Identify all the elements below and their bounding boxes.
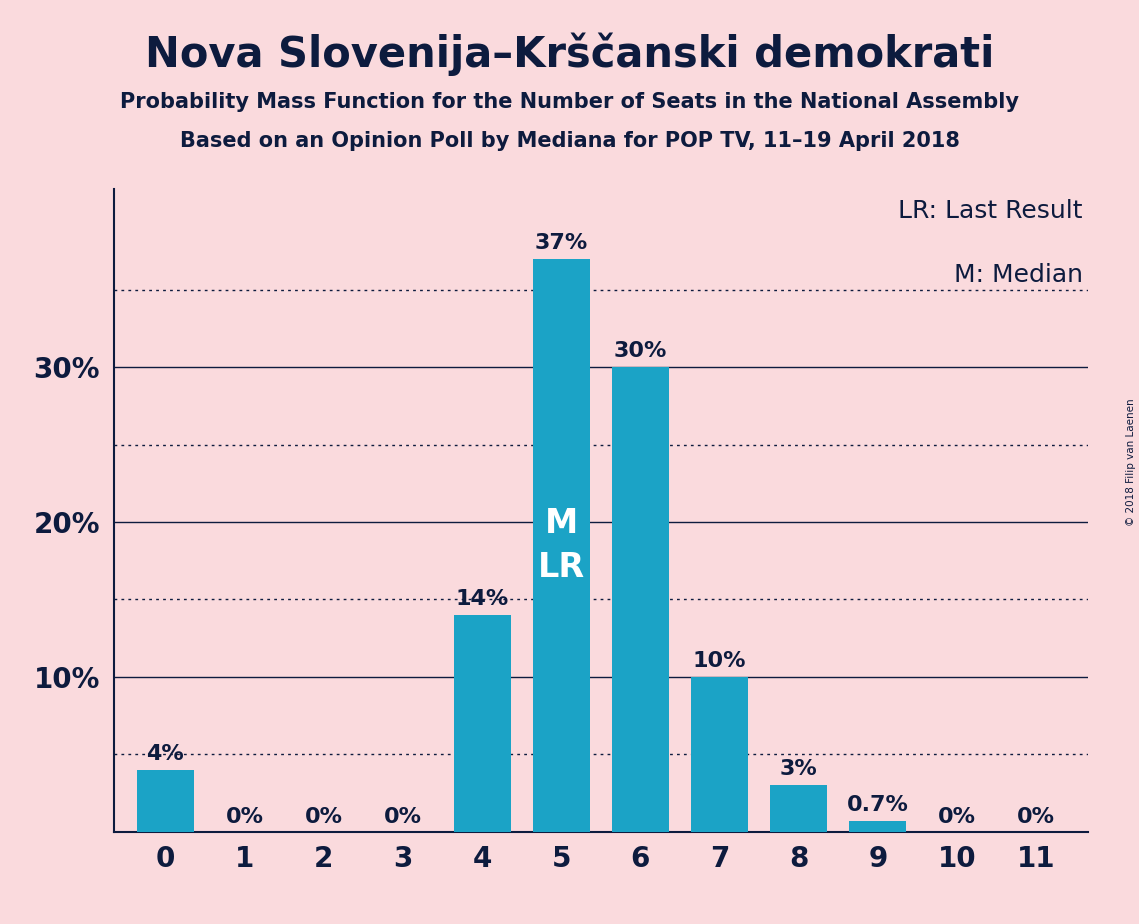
Bar [453,615,510,832]
Text: © 2018 Filip van Laenen: © 2018 Filip van Laenen [1126,398,1136,526]
Text: M: Median: M: Median [953,263,1083,287]
Bar [691,677,748,832]
Text: 4%: 4% [147,744,185,763]
Bar [612,368,669,832]
Text: 37%: 37% [534,233,588,253]
Bar [770,785,827,832]
Text: 10%: 10% [693,650,746,671]
Bar [533,259,590,832]
Text: 30%: 30% [614,341,667,361]
Text: 14%: 14% [456,589,509,609]
Text: Probability Mass Function for the Number of Seats in the National Assembly: Probability Mass Function for the Number… [120,92,1019,113]
Text: Nova Slovenija–Krščanski demokrati: Nova Slovenija–Krščanski demokrati [145,32,994,76]
Text: 0%: 0% [939,807,976,827]
Bar [137,770,194,832]
Text: 0%: 0% [1017,807,1055,827]
Text: 0%: 0% [305,807,343,827]
Text: Based on an Opinion Poll by Mediana for POP TV, 11–19 April 2018: Based on an Opinion Poll by Mediana for … [180,131,959,152]
Text: 3%: 3% [780,759,818,779]
Bar [850,821,907,832]
Text: LR: Last Result: LR: Last Result [899,199,1083,223]
Text: M
LR: M LR [538,507,584,584]
Text: 0%: 0% [226,807,263,827]
Text: 0%: 0% [384,807,421,827]
Text: 0.7%: 0.7% [847,795,909,815]
